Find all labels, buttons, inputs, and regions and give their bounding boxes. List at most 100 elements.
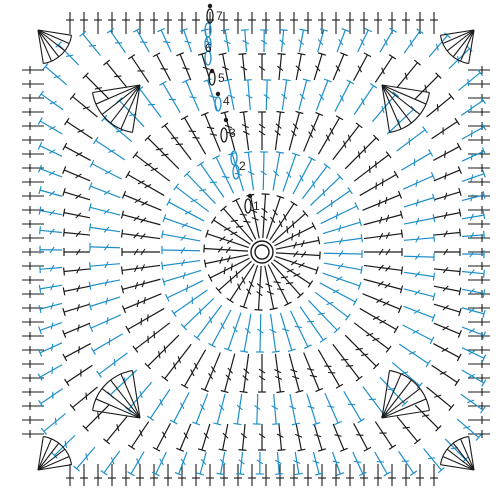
stitch — [281, 78, 291, 111]
inner-fan-top-right — [381, 84, 430, 133]
stitch — [38, 90, 64, 111]
stitch — [433, 343, 462, 362]
stitch — [121, 293, 162, 314]
stitch — [180, 349, 207, 389]
stitch — [374, 421, 397, 450]
stitch — [240, 29, 250, 53]
stitch — [62, 343, 91, 362]
stitch — [323, 234, 363, 245]
stitch — [269, 313, 280, 353]
stitch — [107, 369, 138, 399]
stitch — [274, 353, 285, 394]
stitch — [306, 393, 321, 426]
stitch — [82, 72, 110, 100]
stitch — [344, 134, 380, 170]
stitch — [322, 272, 362, 290]
stitch — [159, 80, 181, 114]
stitch — [239, 110, 250, 151]
stitch — [448, 45, 473, 70]
stitch — [38, 321, 63, 335]
stitch — [303, 352, 324, 393]
stitch — [461, 307, 486, 318]
stitch — [461, 190, 486, 202]
stitch — [461, 211, 486, 221]
stitch — [103, 59, 128, 88]
stitch — [353, 52, 372, 81]
stitch — [315, 78, 332, 111]
stitch — [320, 202, 359, 225]
stitch — [151, 451, 167, 477]
stitch — [120, 229, 161, 240]
round-start-chains — [204, 3, 253, 214]
round-label-3: 3 — [229, 126, 236, 140]
stitch — [314, 291, 351, 321]
stitch — [124, 381, 153, 413]
stitch — [362, 293, 403, 314]
stitch — [208, 309, 232, 348]
stitch — [180, 115, 207, 155]
stitch — [125, 170, 165, 197]
stitch — [226, 263, 255, 304]
stitch — [279, 29, 288, 53]
stitch — [120, 278, 161, 294]
stitch — [298, 28, 308, 53]
slip-stitch-dot — [247, 193, 253, 199]
stitch — [64, 117, 93, 140]
stitch — [243, 79, 253, 111]
stitch — [433, 303, 462, 317]
stitch — [132, 322, 171, 353]
chain-stitch-marker — [204, 22, 212, 38]
stitch — [362, 190, 403, 211]
stitch — [200, 111, 221, 152]
stitch — [323, 249, 363, 259]
stitch — [176, 423, 192, 452]
magic-ring-outer — [250, 240, 274, 264]
stitch — [458, 69, 484, 91]
stitch — [312, 451, 324, 476]
round-6-blue-ring — [37, 27, 487, 477]
stitch — [69, 93, 98, 118]
stitch — [103, 416, 128, 445]
stitch — [274, 110, 285, 151]
stitch — [332, 343, 363, 382]
stitch — [263, 79, 272, 111]
stitch — [269, 200, 298, 241]
stitch — [157, 27, 172, 53]
stitch — [161, 343, 192, 382]
slip-stitch-dot — [209, 68, 215, 74]
stitch — [391, 361, 423, 390]
stitch — [181, 78, 200, 112]
chain-stitch-marker — [214, 96, 222, 112]
stitch — [332, 122, 363, 161]
stitch — [374, 54, 397, 83]
stitch — [120, 264, 161, 275]
chain-stitch-marker — [244, 198, 252, 214]
stitch — [125, 307, 165, 334]
stitch — [272, 210, 309, 244]
stitch — [289, 393, 300, 426]
stitch — [38, 388, 64, 408]
stitch — [403, 214, 436, 225]
stitch — [146, 388, 171, 421]
stitch — [100, 450, 121, 476]
stitch — [324, 392, 343, 426]
stitch — [353, 83, 378, 116]
stitch — [334, 79, 355, 112]
stitch — [313, 423, 327, 452]
stitch — [62, 284, 91, 296]
stitch — [461, 230, 485, 240]
stitch — [220, 205, 254, 242]
stitch — [396, 59, 421, 88]
stitch — [165, 279, 204, 302]
stitch — [396, 416, 421, 445]
stitch — [236, 451, 245, 475]
stitch — [115, 97, 145, 128]
chain-stitch-marker — [230, 150, 238, 166]
stitch — [276, 423, 286, 451]
stitch — [433, 187, 462, 201]
inner-fan-bottom-right — [381, 370, 430, 419]
stitch — [433, 228, 461, 238]
stitch — [400, 149, 434, 171]
stitch — [433, 142, 462, 161]
stitch — [215, 260, 252, 294]
